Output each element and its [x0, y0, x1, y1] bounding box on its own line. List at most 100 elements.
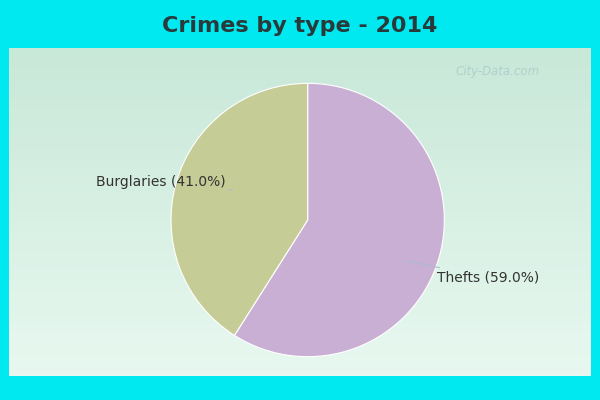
Bar [9, 215, 591, 217]
Bar [9, 306, 591, 307]
Bar [9, 110, 591, 112]
Bar [9, 324, 591, 325]
Bar [9, 248, 591, 250]
Bar [9, 124, 591, 125]
Bar [9, 356, 591, 358]
Bar [9, 206, 591, 207]
Bar [9, 53, 591, 54]
Bar [9, 138, 591, 140]
Bar [9, 279, 591, 281]
Bar [9, 288, 591, 289]
Bar [9, 127, 591, 128]
Bar [9, 253, 591, 255]
Bar [9, 246, 591, 248]
Bar [9, 364, 591, 366]
Bar [9, 63, 591, 64]
Bar [9, 228, 591, 230]
Bar [9, 117, 591, 118]
Bar [9, 197, 591, 199]
Bar [9, 225, 591, 227]
Bar [9, 240, 591, 242]
Bar [9, 164, 591, 166]
Bar [9, 156, 591, 158]
Bar [9, 220, 591, 222]
Bar [9, 64, 591, 66]
Bar [9, 251, 591, 253]
Text: Burglaries (41.0%): Burglaries (41.0%) [96, 175, 232, 190]
Bar [9, 320, 591, 322]
Bar [9, 174, 591, 176]
Bar [9, 296, 591, 297]
Bar [9, 217, 591, 218]
Bar [9, 353, 591, 355]
Bar [9, 333, 591, 335]
Bar [9, 256, 591, 258]
Bar [9, 161, 591, 163]
Bar [9, 218, 591, 220]
Bar [9, 51, 591, 53]
Bar [9, 151, 591, 153]
Bar [9, 343, 591, 345]
Bar [9, 314, 591, 315]
Bar [9, 128, 591, 130]
Bar [9, 282, 591, 284]
Bar [9, 158, 591, 160]
Bar [9, 363, 591, 364]
Bar [9, 171, 591, 173]
Bar [9, 72, 591, 74]
Bar [9, 114, 591, 115]
Bar [9, 348, 591, 350]
Bar [9, 145, 591, 146]
Bar [9, 84, 591, 86]
Bar [9, 342, 591, 343]
Bar [9, 100, 591, 102]
Bar [9, 204, 591, 206]
Bar [9, 78, 591, 79]
Bar [9, 340, 591, 342]
Bar [9, 243, 591, 245]
Bar [9, 373, 591, 374]
Bar [9, 74, 591, 76]
Bar [9, 173, 591, 174]
Bar [9, 284, 591, 286]
Bar [9, 66, 591, 68]
Bar [9, 312, 591, 314]
Bar [9, 268, 591, 270]
Bar [9, 345, 591, 346]
Bar [9, 136, 591, 138]
Bar [9, 245, 591, 246]
Bar [9, 350, 591, 351]
Bar [9, 310, 591, 312]
Bar [9, 317, 591, 318]
Bar [9, 142, 591, 143]
Bar [9, 337, 591, 338]
Bar [9, 50, 591, 51]
Bar [9, 274, 591, 276]
Bar [9, 125, 591, 127]
Bar [9, 355, 591, 356]
Bar [9, 327, 591, 328]
Bar [9, 54, 591, 56]
Bar [9, 187, 591, 189]
Bar [9, 289, 591, 291]
Bar [9, 230, 591, 232]
Bar [9, 371, 591, 373]
Bar [9, 199, 591, 200]
Bar [9, 266, 591, 268]
Bar [9, 115, 591, 117]
Bar [9, 48, 591, 50]
Bar [9, 86, 591, 87]
Bar [9, 176, 591, 178]
Bar [9, 322, 591, 324]
Bar [9, 330, 591, 332]
Bar [9, 130, 591, 132]
Bar [9, 250, 591, 251]
Bar [9, 146, 591, 148]
Bar [9, 214, 591, 215]
Bar [9, 160, 591, 161]
Text: City-Data.com: City-Data.com [456, 66, 540, 78]
Bar [9, 118, 591, 120]
Bar [9, 227, 591, 228]
Bar [9, 360, 591, 361]
Bar [9, 292, 591, 294]
